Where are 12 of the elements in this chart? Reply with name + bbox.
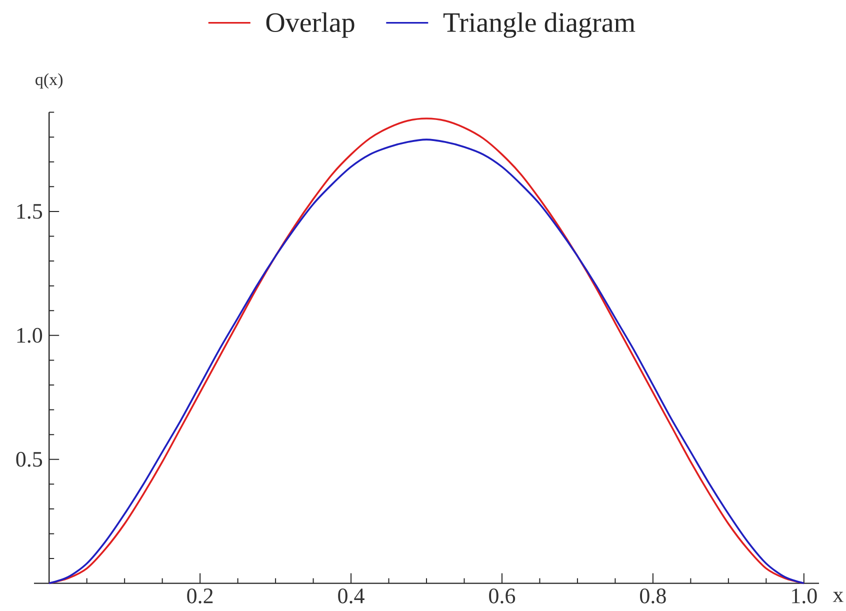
legend-label: Overlap [266,12,354,38]
x-tick-label: 0.4 [338,588,364,604]
y-tick-label: 0.5 [16,452,42,467]
y-tick-label: 1.5 [17,204,42,219]
x-tick-label: 0.6 [489,588,516,604]
x-tick-label: 1.0 [792,588,817,604]
x-axis-title: x [832,592,844,602]
y-axis-title: q(x) [36,73,63,89]
x-tick-label: 0.2 [187,588,213,604]
y-tick-label: 1.0 [17,328,42,343]
legend-label: Triangle diagram [443,12,636,38]
x-tick-label: 0.8 [640,588,666,604]
